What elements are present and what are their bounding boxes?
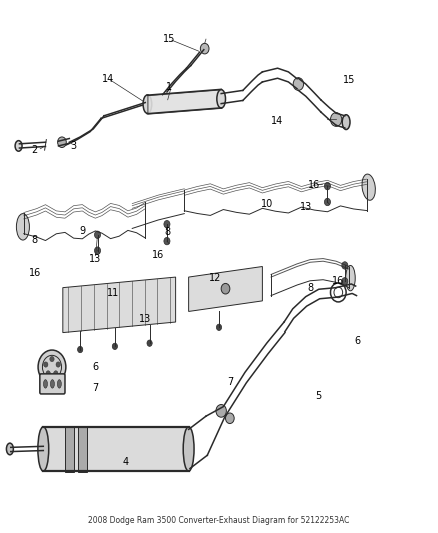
Text: 11: 11 (106, 288, 119, 298)
Circle shape (325, 182, 331, 190)
Text: 6: 6 (355, 336, 361, 345)
Polygon shape (63, 277, 176, 333)
Ellipse shape (362, 174, 375, 200)
Text: 2008 Dodge Ram 3500 Converter-Exhaust Diagram for 52122253AC: 2008 Dodge Ram 3500 Converter-Exhaust Di… (88, 515, 350, 524)
Ellipse shape (43, 379, 47, 388)
Text: 12: 12 (208, 273, 221, 283)
Circle shape (216, 405, 226, 417)
Ellipse shape (16, 214, 29, 240)
Polygon shape (189, 266, 262, 311)
Circle shape (53, 371, 58, 376)
Text: 4: 4 (123, 457, 129, 467)
Text: 14: 14 (272, 116, 284, 126)
Circle shape (78, 346, 83, 353)
Ellipse shape (143, 95, 152, 114)
Circle shape (221, 284, 230, 294)
Text: 15: 15 (163, 34, 175, 44)
Text: 16: 16 (152, 250, 164, 260)
Text: 13: 13 (139, 314, 152, 325)
Text: 8: 8 (32, 235, 38, 245)
Circle shape (95, 231, 101, 238)
Ellipse shape (15, 141, 22, 151)
Text: 8: 8 (307, 282, 313, 293)
Circle shape (216, 324, 222, 330)
Ellipse shape (217, 90, 226, 108)
Text: 13: 13 (300, 202, 312, 212)
Circle shape (226, 413, 234, 424)
FancyBboxPatch shape (65, 426, 74, 472)
Circle shape (95, 247, 101, 254)
Ellipse shape (346, 265, 355, 291)
Text: 16: 16 (332, 276, 344, 286)
Ellipse shape (57, 379, 61, 388)
Text: 14: 14 (102, 74, 114, 84)
Text: 6: 6 (92, 362, 99, 372)
Text: 7: 7 (92, 383, 99, 393)
Circle shape (342, 262, 348, 269)
Circle shape (56, 362, 60, 367)
Text: 16: 16 (308, 180, 321, 190)
Circle shape (200, 43, 209, 54)
Text: 13: 13 (89, 254, 102, 263)
Text: 5: 5 (316, 391, 322, 401)
Circle shape (331, 112, 342, 126)
Text: 15: 15 (343, 75, 355, 85)
FancyBboxPatch shape (40, 374, 65, 394)
Text: 3: 3 (71, 141, 77, 151)
Ellipse shape (7, 443, 14, 455)
Circle shape (46, 371, 50, 376)
Circle shape (164, 237, 170, 245)
Circle shape (38, 350, 66, 384)
Circle shape (293, 78, 304, 91)
Circle shape (342, 278, 348, 285)
Ellipse shape (50, 379, 54, 388)
Text: 1: 1 (166, 82, 172, 92)
Text: 2: 2 (32, 145, 38, 155)
Circle shape (147, 340, 152, 346)
Circle shape (50, 357, 54, 362)
Ellipse shape (342, 115, 350, 130)
Text: 8: 8 (164, 227, 170, 237)
Circle shape (44, 362, 48, 367)
Circle shape (164, 221, 170, 228)
Text: 7: 7 (227, 377, 233, 387)
Ellipse shape (183, 427, 194, 471)
FancyBboxPatch shape (78, 426, 87, 472)
Circle shape (325, 198, 331, 206)
Text: 16: 16 (28, 269, 41, 278)
Text: 9: 9 (79, 225, 85, 236)
Text: 10: 10 (261, 199, 273, 209)
Circle shape (112, 343, 117, 350)
Ellipse shape (38, 427, 49, 471)
Circle shape (58, 137, 66, 148)
